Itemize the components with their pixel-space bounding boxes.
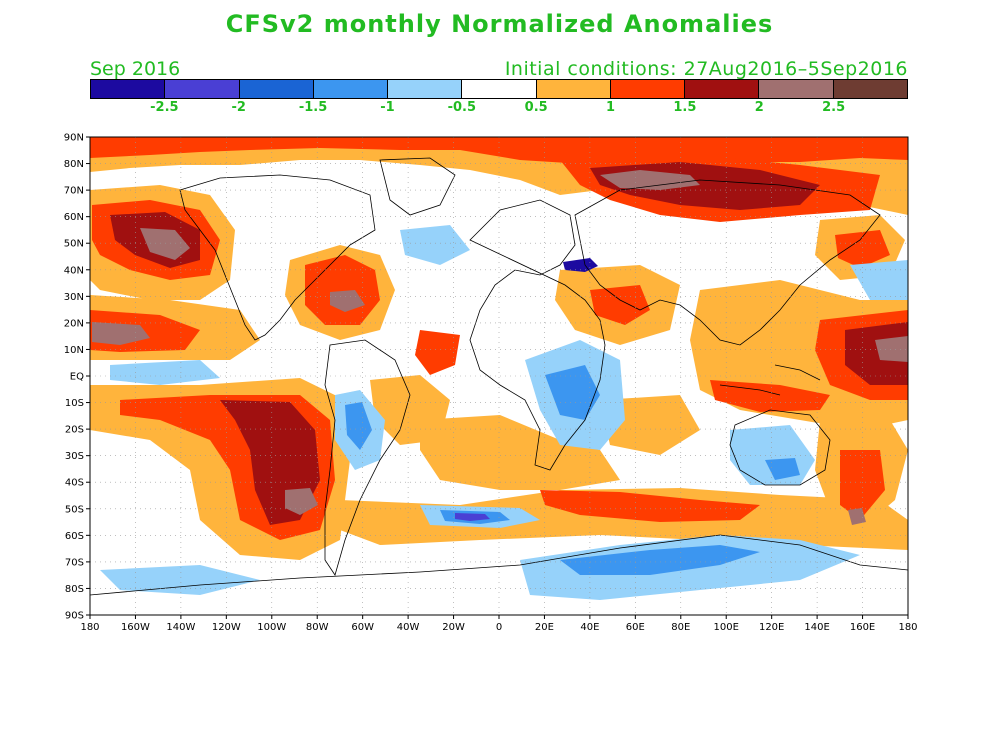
lat-tick-label: 60N [64,212,84,223]
australia-cold-medium [765,458,800,480]
lon-tick-label: 120E [759,622,784,633]
colorbar-tick-label: -2.5 [150,100,179,115]
colorbar-swatch [462,80,537,98]
lon-tick-label: 180 [898,622,917,633]
wpac-tropical-peak [875,336,908,362]
natlantic-peak [330,290,365,312]
spac-peak [285,488,318,515]
samerica-west-cold-med [345,402,372,450]
forecast-month: Sep 2016 [90,58,181,80]
colorbar-swatch [833,80,907,98]
satlantic-cold-strong [455,513,490,521]
satlantic-warm [420,415,620,490]
subtropical-npac-cold [110,360,220,385]
colorbar [90,79,908,99]
colorbar-swatch [759,80,834,98]
latitude-axis: 90N 80N 70N 60N 50N 40N 30N 20N 10N EQ 10S 20S 30S 40… [64,133,90,622]
colorbar-tick-label: -1.5 [298,100,328,115]
tasman-peak [848,508,866,525]
wpac-strong [710,380,830,412]
southern-ocean-strong [540,490,760,522]
colorbar-tick-label: 1 [606,100,616,115]
lat-tick-label: 50S [65,504,84,515]
lon-tick-label: 20W [442,622,465,633]
natl-cold-light [400,225,470,265]
coastlines [90,157,908,596]
lat-tick-label: 40N [64,265,84,276]
initial-conditions: Initial conditions: 27Aug2016–5Sep2016 [504,58,908,80]
npac-cold-light [850,260,908,300]
lon-tick-label: 100E [714,622,739,633]
wpac-tropical-core [845,322,908,385]
southern-ocean-warm [340,488,908,550]
brazil-warm [370,375,450,445]
colorbar-tick-label: -2 [231,100,246,115]
lon-tick-label: 180 [80,622,99,633]
lon-tick-label: 40W [397,622,420,633]
lat-tick-label: 40S [65,478,84,489]
lon-tick-label: 140W [166,622,195,633]
colorbar-swatch [313,80,389,98]
lat-tick-label: 50N [64,239,84,250]
lat-tick-label: 30N [64,292,84,303]
lat-tick-label: 10S [65,398,84,409]
lat-tick-label: 20N [64,318,84,329]
colorbar-swatch [91,80,166,98]
chart-title: CFSv2 monthly Normalized Anomalies [225,10,774,38]
lat-tick-label: 70S [65,557,84,568]
lon-tick-label: 80E [671,622,690,633]
lat-tick-label: 10N [64,345,84,356]
anomaly-fields [90,137,908,600]
lon-tick-label: 120W [212,622,241,633]
lon-tick-label: 60E [626,622,645,633]
lon-tick-label: 0 [496,622,502,633]
natlantic-strong [305,255,380,325]
colorbar-swatch [239,80,314,98]
lat-tick-label: 80S [65,584,84,595]
antarctic-cold-medium [560,545,760,575]
ross-cold-light [100,565,260,595]
lon-tick-label: 60W [351,622,374,633]
lat-tick-label: 70N [64,186,84,197]
brazil-strong [415,330,460,375]
colorbar-swatch [165,80,240,98]
lon-tick-label: 160W [121,622,150,633]
colorbar-tick-label: 2.5 [822,100,846,115]
longitude-axis: 180 160W 140W 120W 100W 80W 60W 40W 20W 0 20E 40E 60… [80,615,918,633]
colorbar-swatch [536,80,611,98]
lon-tick-label: 140E [804,622,829,633]
lon-tick-label: 100W [257,622,286,633]
lat-tick-label: 80N [64,159,84,170]
lat-tick-label: 30S [65,451,84,462]
lon-tick-label: 40E [580,622,599,633]
lat-tick-label: 90N [64,133,84,144]
colorbar-swatch [388,80,463,98]
nwpac-strong [835,230,890,268]
colorbar-labels: -2.5 -2 -1.5 -1 -0.5 0.5 1 1.5 2 2.5 [90,100,908,118]
lat-tick-label: EQ [70,372,84,383]
colorbar-swatch [685,80,760,98]
lat-tick-label: 20S [65,425,84,436]
colorbar-tick-label: -1 [380,100,395,115]
caspian-cold [563,258,598,272]
siberia-peak [600,170,700,190]
africa-cold-medium [545,365,600,420]
colorbar-tick-label: -0.5 [447,100,477,115]
colorbar-tick-label: 2 [754,100,764,115]
colorbar-tick-label: 0.5 [524,100,548,115]
colorbar-tick-label: 1.5 [673,100,697,115]
lat-tick-label: 90S [65,611,84,622]
lat-tick-label: 60S [65,531,84,542]
mideast-strong [590,285,650,325]
lon-tick-label: 160E [850,622,875,633]
lon-tick-label: 80W [306,622,329,633]
nepacific-peak [140,228,190,260]
indian-ocean-warm [600,395,700,455]
tasman-strong [840,450,885,520]
lon-tick-label: 20E [535,622,554,633]
colorbar-swatch [610,80,686,98]
